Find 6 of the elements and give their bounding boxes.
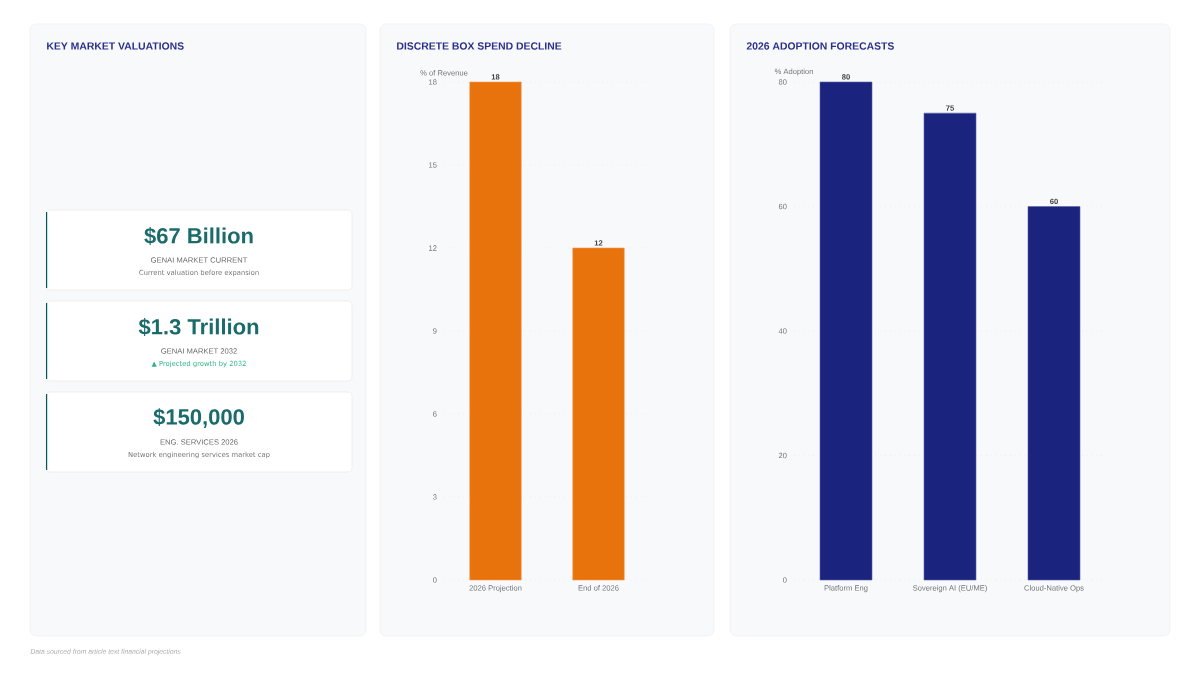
bar [819, 81, 873, 581]
bar [1027, 206, 1081, 581]
bar [923, 112, 977, 581]
text: $1.3 Trillion [138, 318, 259, 336]
text: $67 Billion [144, 227, 253, 245]
text: $150,000 [153, 408, 244, 428]
